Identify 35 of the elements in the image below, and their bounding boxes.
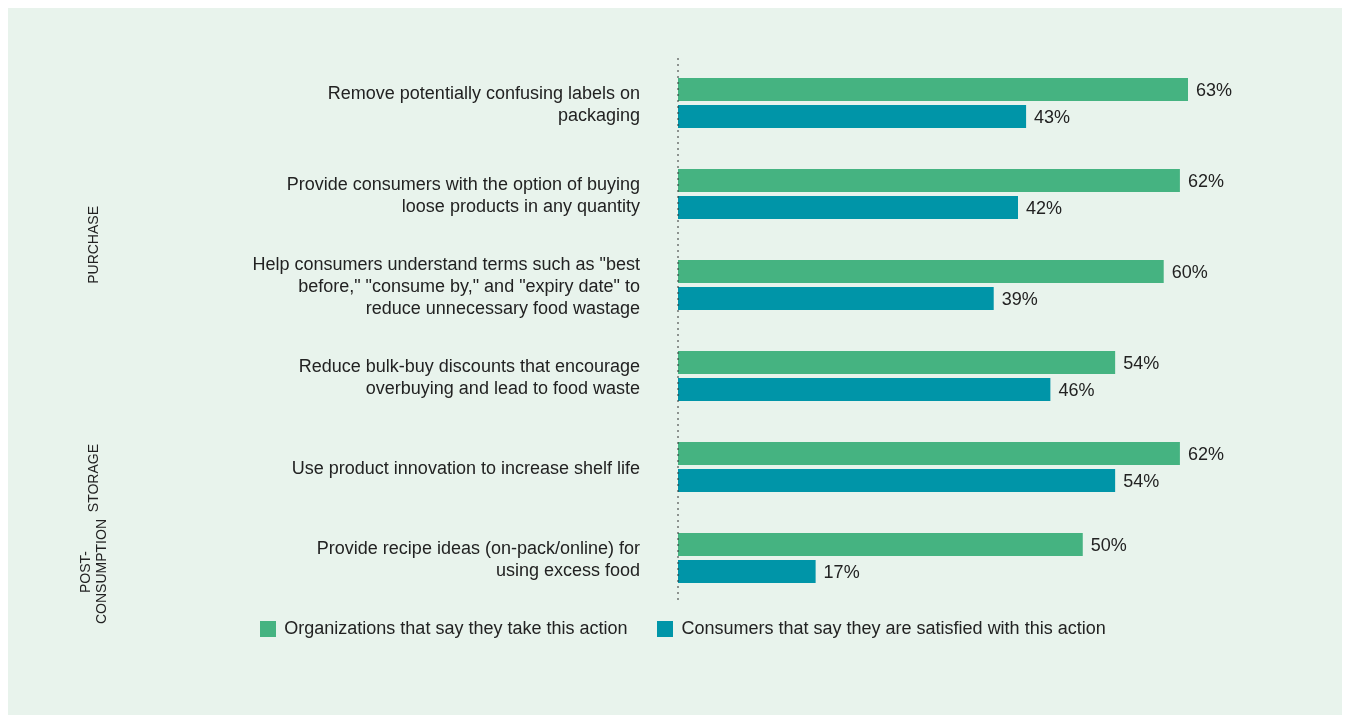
- bar: [678, 442, 1180, 466]
- data-label: 42%: [1026, 197, 1063, 218]
- data-label: 39%: [1001, 288, 1038, 309]
- text: PURCHASE: [85, 205, 101, 284]
- data-label: 43%: [1034, 106, 1071, 127]
- y-tick-label: Provide recipe ideas (on-pack/online) for using excess food: [316, 537, 640, 580]
- y-tick-label: Provide consumers with the option of buying loose products in any quantity: [286, 173, 640, 216]
- bar: [678, 351, 1116, 375]
- data-label: 62%: [1187, 170, 1224, 191]
- bar: [678, 260, 1164, 284]
- data-label: 63%: [1196, 79, 1233, 100]
- y-tick-label: Reduce bulk-buy discounts that encourage overbuying and lead to food waste: [298, 355, 640, 398]
- y-tick-label: Help consumers understand terms such as "best before," "consume by," and "expiry date" to reduce unnecessary food wastage: [252, 253, 640, 318]
- text: STORAGE: [85, 443, 101, 513]
- data-label: 60%: [1171, 261, 1208, 282]
- data-label: 17%: [823, 561, 860, 582]
- data-label: 54%: [1123, 470, 1160, 491]
- bar: [678, 469, 1116, 493]
- bar: [678, 105, 1027, 129]
- y-tick-label: Remove potentially confusing labels on packaging: [327, 82, 640, 125]
- data-label: 46%: [1058, 379, 1095, 400]
- bar: [678, 378, 1051, 402]
- bar: [678, 169, 1180, 193]
- bar: [678, 533, 1083, 557]
- bar: [678, 287, 994, 311]
- data-label: 62%: [1187, 443, 1224, 464]
- legend-label: Consumers that say they are satisfied with this action: [680, 618, 1106, 639]
- bar: [678, 78, 1188, 102]
- bar: [678, 560, 816, 584]
- data-label: 54%: [1123, 352, 1160, 373]
- bar: [678, 196, 1018, 220]
- y-tick-label: Use product innovation to increase shelf life: [291, 457, 640, 478]
- data-label: 50%: [1090, 534, 1127, 555]
- legend-label: Organizations that say they take this action: [283, 618, 628, 639]
- text: POST-CONSUMPTION: [77, 518, 109, 624]
